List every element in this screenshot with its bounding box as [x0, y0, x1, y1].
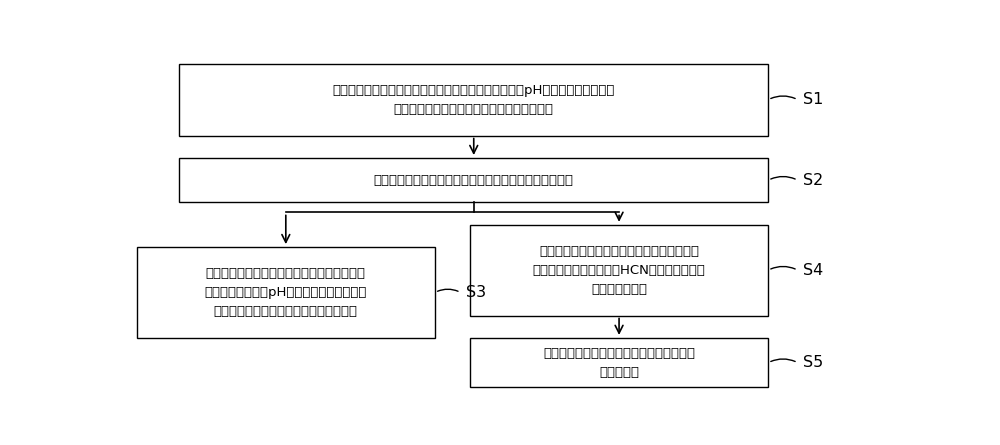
- Text: S3: S3: [466, 285, 486, 300]
- FancyBboxPatch shape: [470, 225, 768, 316]
- FancyBboxPatch shape: [179, 158, 768, 202]
- Text: 对吹脱后的滤液进行深度氧化，以使滤液达
到排放标准: 对吹脱后的滤液进行深度氧化，以使滤液达 到排放标准: [543, 347, 695, 379]
- Text: S5: S5: [803, 355, 823, 370]
- Text: 向装有所述含氰废水的酸化塔器中添加非氧化性酸调整pH值，使所述含氰废水
中的金属络合沉淠，以酸化活化所述含氰废水: 向装有所述含氰废水的酸化塔器中添加非氧化性酸调整pH值，使所述含氰废水 中的金属…: [333, 84, 615, 116]
- FancyBboxPatch shape: [470, 338, 768, 388]
- Text: S2: S2: [803, 173, 823, 188]
- Text: 对酸化活化后的含氰废水进行固液分离，以回收有价金属: 对酸化活化后的含氰废水进行固液分离，以回收有价金属: [374, 174, 574, 187]
- Text: S1: S1: [803, 92, 824, 107]
- Text: 若需要对分离后的含氰过滤液再次利用，调整
所述含氰过滤液的pH值，然后将所述含氰过
滤液投入到所述工业生产过程中再次利用: 若需要对分离后的含氰过滤液再次利用，调整 所述含氰过滤液的pH值，然后将所述含氰…: [205, 267, 367, 318]
- Text: 若需要外排所述含氰过滤液，将所述含氰过滤
液送入吹脱吸收设备，使HCN从所述含氰过滤
液中脱除并回收: 若需要外排所述含氰过滤液，将所述含氰过滤 液送入吹脱吸收设备，使HCN从所述含氰…: [533, 245, 706, 295]
- FancyBboxPatch shape: [179, 64, 768, 136]
- Text: S4: S4: [803, 263, 823, 278]
- FancyBboxPatch shape: [137, 247, 435, 338]
